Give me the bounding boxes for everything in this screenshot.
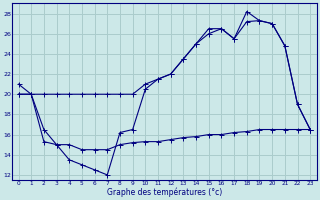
X-axis label: Graphe des températures (°c): Graphe des températures (°c)	[107, 187, 222, 197]
